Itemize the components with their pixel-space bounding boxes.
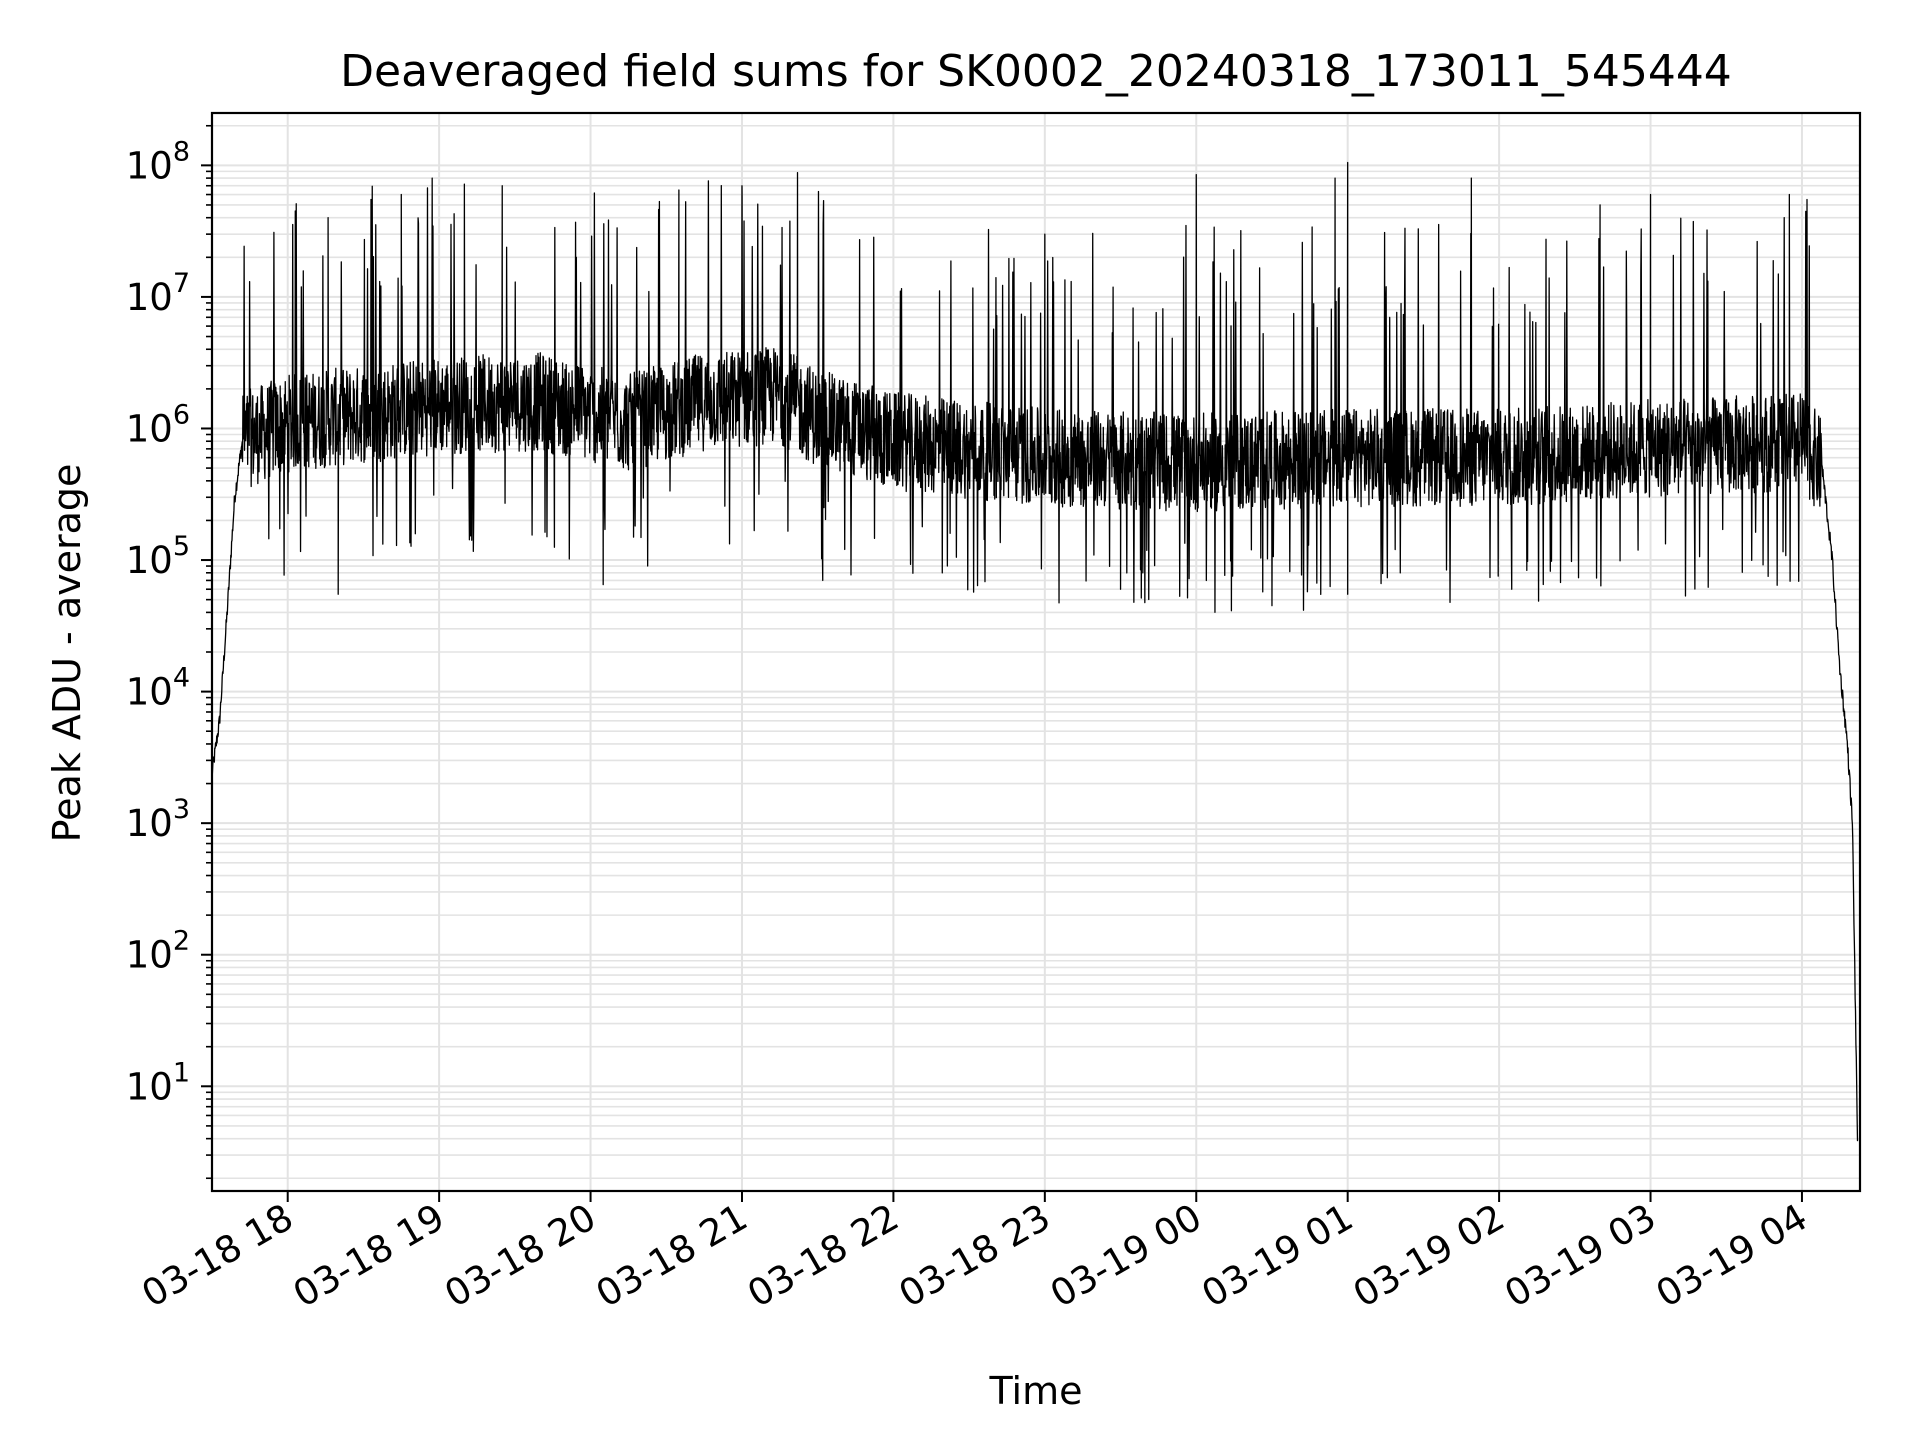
y-tick-label-base: 10 (126, 1065, 173, 1108)
y-tick-label: 105 (126, 531, 190, 582)
y-tick-label-exponent: 5 (173, 531, 190, 562)
y-tick-label-exponent: 8 (173, 136, 190, 167)
y-tick-label-exponent: 2 (173, 926, 190, 957)
series-line (211, 161, 1859, 1142)
y-tick-label-base: 10 (126, 407, 173, 450)
y-tick-label-base: 10 (126, 802, 173, 845)
y-tick-label-base: 10 (126, 934, 173, 977)
series-group (211, 161, 1859, 1142)
y-tick-label-base: 10 (126, 539, 173, 582)
x-axis-label: Time (989, 1369, 1083, 1413)
y-tick-label: 101 (126, 1057, 190, 1108)
y-tick-label-base: 10 (126, 671, 173, 714)
y-tick-label: 102 (126, 926, 190, 977)
y-tick-label-exponent: 6 (173, 399, 190, 430)
y-axis-label: Peak ADU - average (45, 464, 89, 843)
y-tick-label-exponent: 3 (173, 794, 190, 825)
y-tick-label-exponent: 4 (173, 663, 190, 694)
chart-title: Deaveraged field sums for SK0002_2024031… (340, 46, 1732, 97)
y-tick-label-base: 10 (126, 144, 173, 187)
y-tick-label: 108 (126, 136, 190, 187)
y-tick-label: 106 (126, 399, 190, 450)
y-tick-label: 107 (126, 268, 190, 319)
y-tick-label: 104 (126, 663, 190, 714)
y-tick-label-base: 10 (126, 276, 173, 319)
y-tick-label: 103 (126, 794, 190, 845)
y-tick-label-exponent: 7 (173, 268, 190, 299)
y-tick-label-exponent: 1 (173, 1057, 190, 1088)
grid (212, 113, 1860, 1191)
